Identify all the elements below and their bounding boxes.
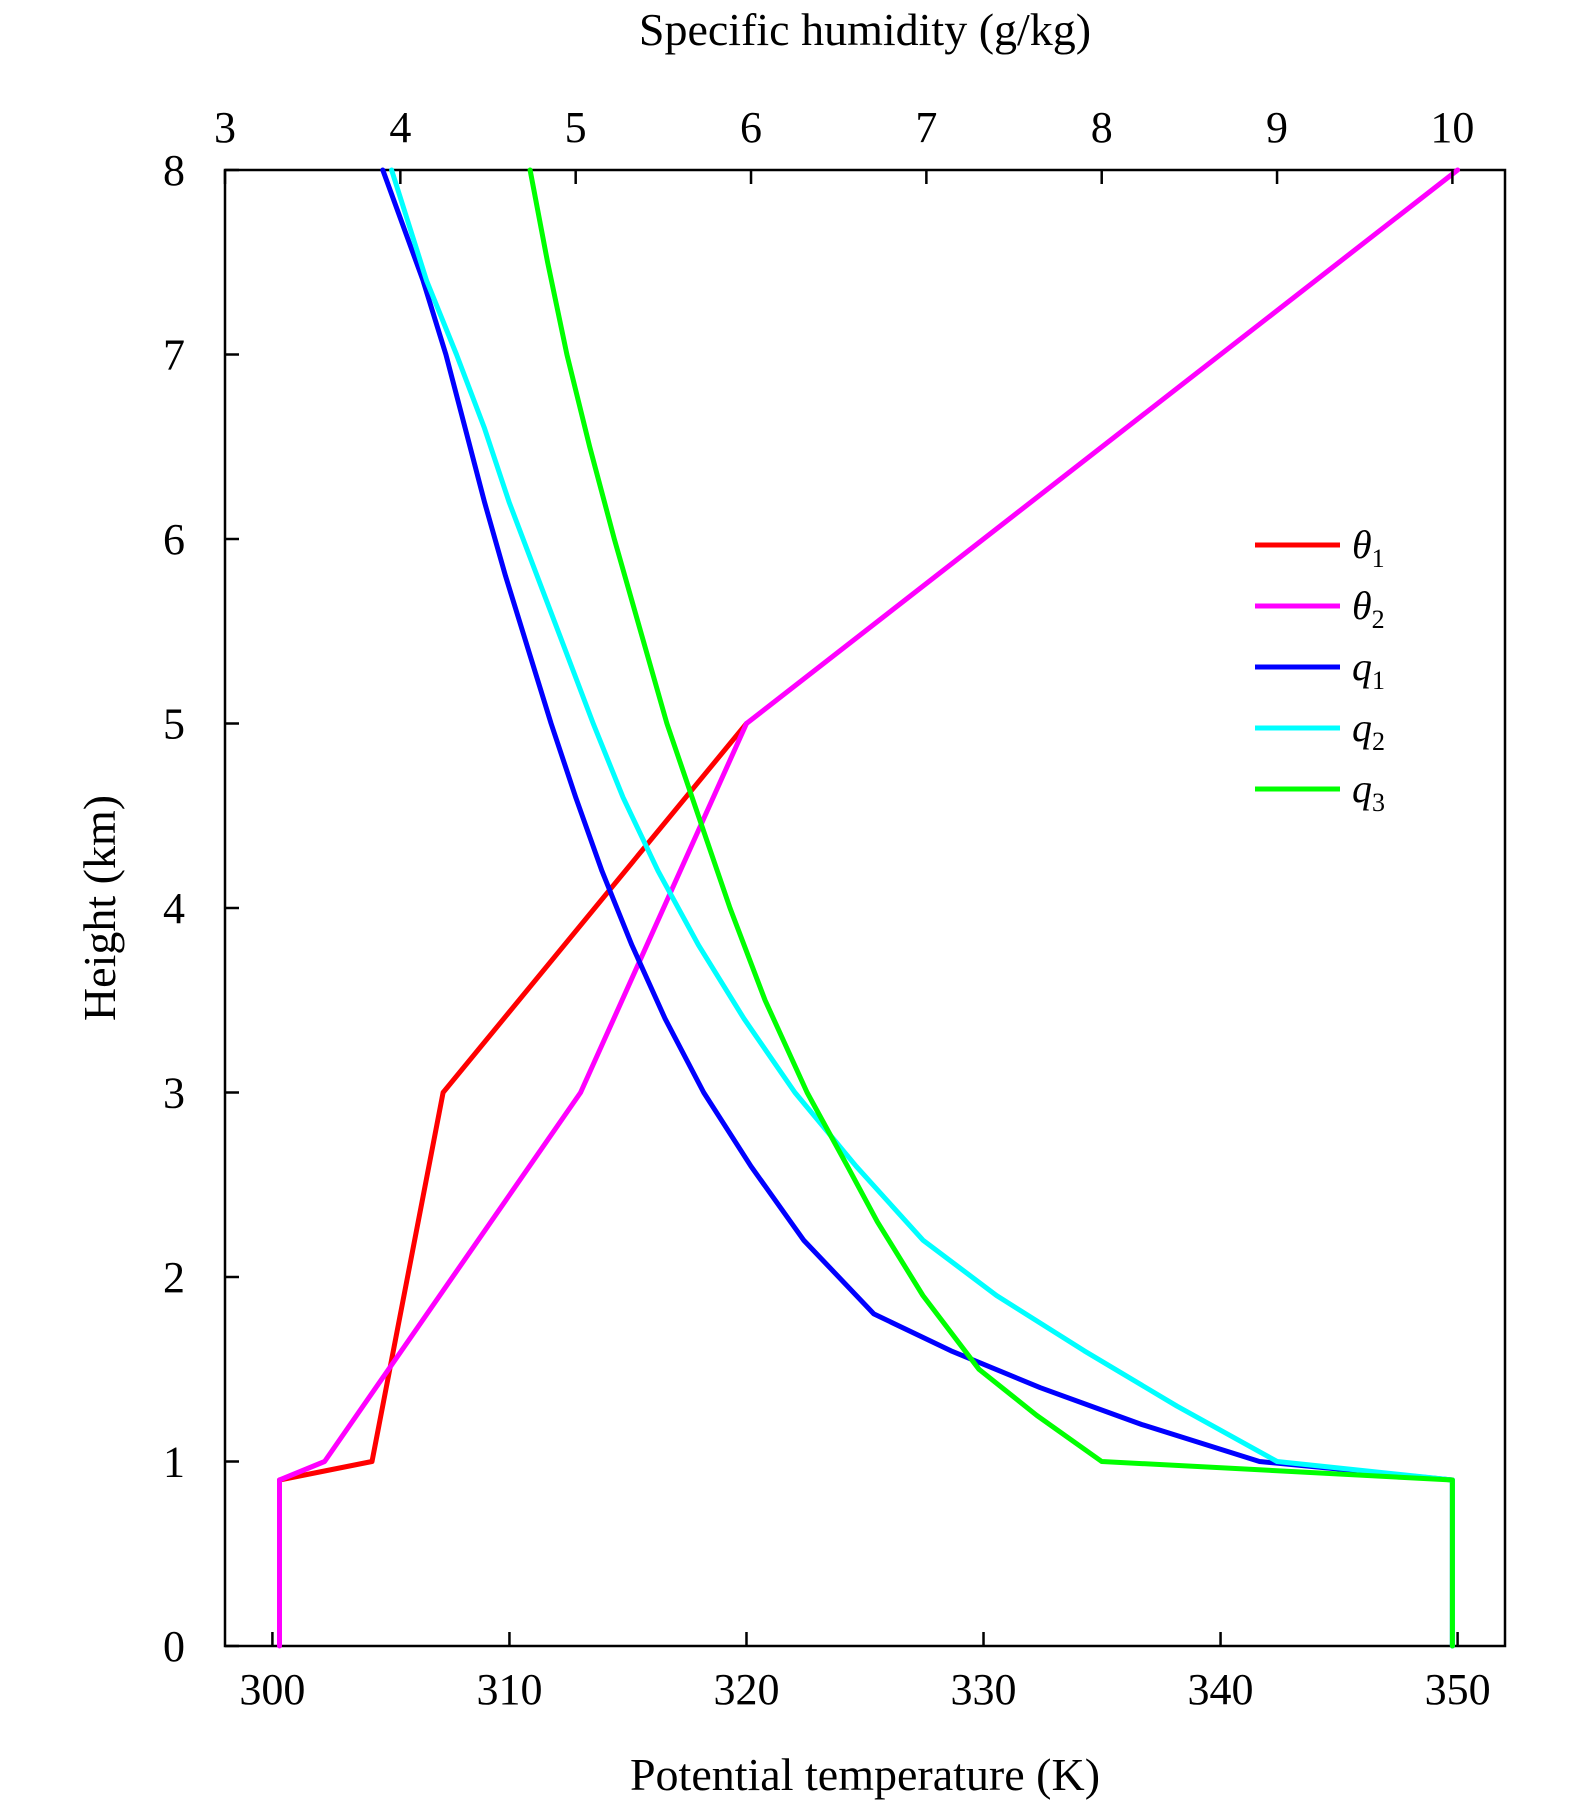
y-tick-label: 5 — [163, 700, 185, 749]
top-tick-label: 10 — [1430, 103, 1474, 152]
series-line-θ1 — [277, 721, 749, 1483]
y-tick-label: 2 — [163, 1253, 185, 1302]
bottom-axis-title: Potential temperature (K) — [630, 1749, 1100, 1800]
series-layer — [277, 167, 1461, 1649]
series-line-q1 — [380, 167, 1455, 1649]
y-tick-label: 4 — [163, 884, 185, 933]
top-tick-label: 9 — [1266, 103, 1288, 152]
top-tick-label: 5 — [565, 103, 587, 152]
bottom-tick-label: 320 — [713, 1665, 779, 1714]
plot-frame — [223, 168, 1507, 1648]
legend: θ1 θ2 q1 q2 q3 — [1255, 522, 1385, 817]
legend-label-q1: q1 — [1352, 644, 1385, 695]
y-tick-label: 8 — [163, 146, 185, 195]
series-line-θ2 — [277, 167, 1461, 1649]
bottom-tick-label: 300 — [239, 1665, 305, 1714]
bottom-tick-label: 330 — [951, 1665, 1017, 1714]
legend-label-θ2: θ2 — [1352, 583, 1385, 634]
y-tick-label: 7 — [163, 331, 185, 380]
legend-label-q2: q2 — [1352, 705, 1385, 756]
y-axis-title: Height (km) — [74, 795, 125, 1021]
y-tick-label: 0 — [163, 1622, 185, 1671]
top-tick-label: 8 — [1091, 103, 1113, 152]
top-tick-label: 3 — [214, 103, 236, 152]
top-tick-label: 4 — [389, 103, 411, 152]
bottom-tick-label: 340 — [1188, 1665, 1254, 1714]
bottom-tick-label: 310 — [476, 1665, 542, 1714]
legend-label-θ1: θ1 — [1352, 522, 1385, 573]
top-axis-title: Specific humidity (g/kg) — [639, 4, 1091, 55]
legend-label-q3: q3 — [1352, 766, 1385, 817]
ticks-layer: 300 310 320 330 340 350 3 4 5 6 7 8 9 10 0 1 2 3 4 5 6 7 8 — [163, 103, 1491, 1714]
series-line-q3 — [527, 167, 1455, 1649]
y-tick-label: 6 — [163, 515, 185, 564]
top-tick-label: 7 — [915, 103, 937, 152]
top-tick-label: 6 — [740, 103, 762, 152]
series-line-q2 — [389, 167, 1455, 1649]
bottom-tick-label: 350 — [1425, 1665, 1491, 1714]
y-tick-label: 1 — [163, 1438, 185, 1487]
y-tick-label: 3 — [163, 1069, 185, 1118]
